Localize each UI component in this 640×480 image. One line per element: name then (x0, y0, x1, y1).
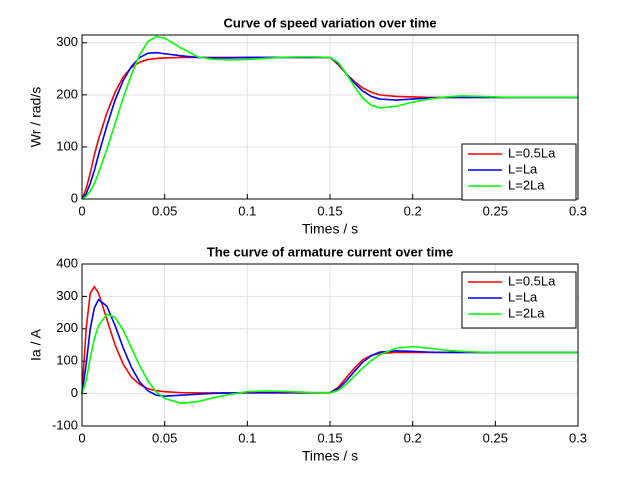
legend-label: L=2La (508, 177, 545, 192)
x-tick-label: 0.2 (404, 203, 422, 218)
series-line (81, 35, 578, 200)
x-tick-label: 0.3 (569, 430, 587, 445)
y-axis-label: Wr / rad/s (28, 87, 44, 147)
chart-title: The curve of armature current over time (207, 244, 453, 259)
x-tick-label: 0.15 (317, 430, 342, 445)
y-tick-label: 0 (71, 385, 78, 400)
y-tick-label: 0 (71, 190, 78, 205)
y-tick-label: 100 (56, 138, 78, 153)
y-tick-label: 200 (56, 320, 78, 335)
legend-label: L=0.5La (508, 145, 556, 160)
x-tick-label: 0 (78, 203, 85, 218)
y-tick-label: 200 (56, 86, 78, 101)
x-tick-label: 0.1 (238, 203, 256, 218)
x-tick-label: 0.25 (483, 203, 508, 218)
y-tick-label: 300 (56, 288, 78, 303)
y-tick-label: 100 (56, 353, 78, 368)
x-tick-label: 0 (78, 430, 85, 445)
y-tick-label: 400 (56, 255, 78, 270)
x-tick-label: 0.15 (317, 203, 342, 218)
x-tick-label: 0.05 (152, 203, 177, 218)
legend-label: L=0.5La (508, 273, 556, 288)
series-line (81, 313, 578, 405)
x-tick-label: 0.3 (569, 203, 587, 218)
legend-label: L=La (508, 161, 538, 176)
x-axis-label: Times / s (302, 448, 358, 464)
x-tick-label: 0.25 (483, 430, 508, 445)
axes-box (81, 34, 579, 200)
x-tick-label: 0.05 (152, 430, 177, 445)
axes-box (81, 263, 579, 427)
x-axis-label: Times / s (302, 221, 358, 237)
series-line (81, 298, 578, 397)
y-axis-label: Ia / A (28, 328, 44, 361)
chart-title: Curve of speed variation over time (223, 15, 436, 30)
legend-label: L=2La (508, 305, 545, 320)
y-tick-label: -100 (52, 417, 78, 432)
y-tick-label: 300 (56, 34, 78, 49)
x-tick-label: 0.2 (404, 430, 422, 445)
legend-label: L=La (508, 289, 538, 304)
x-tick-label: 0.1 (238, 430, 256, 445)
